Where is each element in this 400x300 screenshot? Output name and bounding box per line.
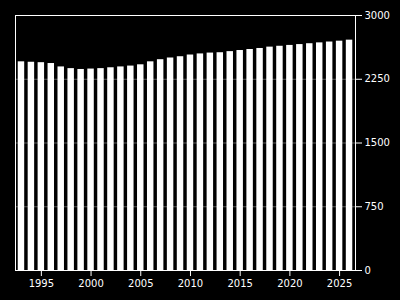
svg-text:1500: 1500	[365, 137, 390, 148]
svg-text:2015: 2015	[227, 278, 252, 289]
svg-text:3000: 3000	[365, 10, 390, 21]
svg-text:2005: 2005	[128, 278, 153, 289]
svg-text:2010: 2010	[178, 278, 203, 289]
svg-text:2250: 2250	[365, 73, 390, 84]
svg-text:750: 750	[365, 201, 384, 212]
svg-text:1995: 1995	[29, 278, 54, 289]
svg-text:0: 0	[365, 265, 371, 276]
svg-text:2025: 2025	[327, 278, 352, 289]
svg-text:2020: 2020	[277, 278, 302, 289]
svg-text:2000: 2000	[78, 278, 103, 289]
